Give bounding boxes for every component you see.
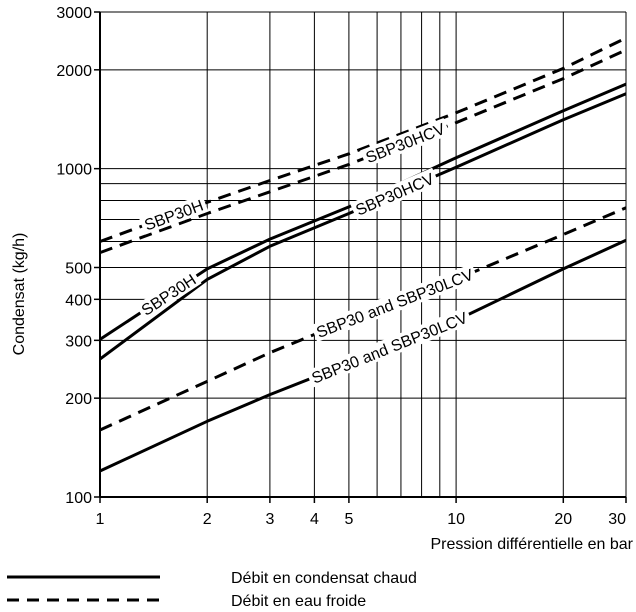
tick-labels: 1 2 3 4 5 10 20 30 100 200 300 400 500 1000 2000 3000: [56, 5, 626, 528]
series-line-dashed: [99, 48, 627, 255]
series-label-group: SBP30HCV: [349, 167, 440, 220]
series-label-group: SBP30H: [135, 268, 202, 321]
series-label: SBP30HCV: [364, 121, 448, 167]
y-tick-label: 400: [65, 292, 92, 309]
x-tick-label: 30: [608, 511, 626, 528]
y-tick-label: 100: [65, 490, 92, 507]
y-tick-label: 500: [65, 260, 92, 277]
series-label-background: [349, 167, 440, 220]
series-label: SBP30H: [142, 197, 205, 234]
x-tick-label: 20: [554, 511, 572, 528]
y-tick-label: 200: [65, 391, 92, 408]
series-label-background: [310, 263, 479, 343]
series-label: SBP30H: [139, 272, 200, 320]
grid-lines: [99, 11, 627, 498]
y-tick-label: 300: [65, 333, 92, 350]
y-axis-title: Condensat (kg/h): [11, 233, 28, 356]
legend-label-solid: Débit en condensat chaud: [231, 570, 417, 587]
x-tick-label: 2: [203, 511, 212, 528]
series-line-solid: [99, 82, 627, 341]
axes: [94, 11, 627, 503]
legend: Débit en condensat chaud Débit en eau fr…: [7, 570, 417, 610]
legend-label-dashed: Débit en eau froide: [231, 593, 366, 610]
series-label-background: [135, 268, 202, 321]
series-label-background: [360, 117, 451, 168]
series-label-background: [138, 194, 209, 235]
series-label-background: [305, 306, 473, 388]
x-tick-label: 4: [310, 511, 319, 528]
x-tick-label: 5: [344, 511, 353, 528]
y-tick-label: 3000: [56, 5, 92, 22]
x-axis-title: Pression différentielle en bar: [431, 536, 634, 553]
series-line-dashed: [99, 36, 627, 243]
y-tick-label: 1000: [56, 162, 92, 179]
series-line-dashed: [99, 206, 627, 432]
x-tick-label: 1: [96, 511, 105, 528]
x-tick-label: 3: [265, 511, 274, 528]
data-series: [99, 36, 627, 473]
series-label-group: SBP30HCV: [360, 117, 451, 168]
series-line-solid: [99, 92, 627, 361]
x-tick-label: 10: [447, 511, 465, 528]
y-tick-label: 2000: [56, 63, 92, 80]
series-label: SBP30HCV: [353, 171, 437, 220]
